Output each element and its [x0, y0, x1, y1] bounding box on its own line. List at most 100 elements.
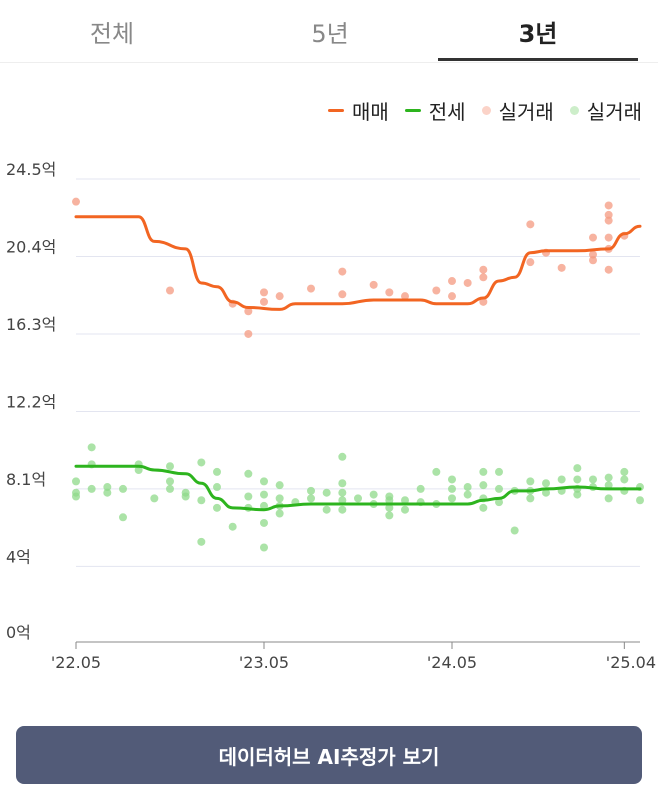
jeonse-transaction-point: [260, 518, 268, 527]
jeonse-transaction-point: [134, 466, 143, 475]
sale-transaction-point: [260, 288, 268, 297]
jeonse-transaction-point: [260, 490, 268, 499]
jeonse-transaction-point: [369, 490, 378, 499]
sale-transaction-point: [463, 278, 472, 287]
sale-transaction-point: [260, 297, 268, 306]
jeonse-transaction-point: [385, 511, 394, 520]
jeonse-transaction-point: [620, 475, 629, 484]
sale-transaction-point: [589, 250, 597, 259]
jeonse-transaction-point: [448, 494, 456, 503]
legend-jeonse: 전세: [404, 96, 466, 125]
jeonse-transaction-point: [557, 475, 566, 484]
jeonse-transaction-point: [72, 477, 80, 486]
jeonse-transaction-point: [463, 483, 472, 492]
jeonse-transaction-point: [244, 469, 253, 478]
legend-sale-transactions-label: 실거래: [498, 100, 554, 124]
sale-transaction-point: [589, 233, 597, 242]
y-tick-label: 8.1억: [6, 470, 46, 489]
sale-transaction-point: [479, 265, 488, 274]
jeonse-transaction-point: [338, 496, 347, 505]
tab-all[interactable]: 전체: [89, 19, 135, 48]
jeonse-transaction-point: [354, 494, 362, 503]
jeonse-transaction-point: [589, 475, 597, 484]
sale-transaction-point: [604, 265, 613, 274]
jeonse-transaction-point: [495, 498, 503, 507]
tab-5-years[interactable]: 5년: [311, 19, 349, 48]
jeonse-transaction-point: [636, 496, 644, 505]
y-tick-label: 20.4억: [6, 237, 56, 256]
jeonse-transaction-point: [307, 494, 315, 503]
jeonse-transaction-point: [150, 494, 159, 503]
jeonse-transaction-point: [542, 488, 550, 497]
jeonse-transaction-point: [87, 443, 96, 452]
jeonse-transaction-point: [228, 522, 237, 531]
sale-transaction-point: [369, 280, 378, 289]
jeonse-transaction-point: [197, 496, 206, 505]
jeonse-dot-swatch: [569, 106, 579, 115]
x-tick-label: '22.05: [51, 653, 101, 670]
jeonse-transaction-point: [338, 505, 347, 514]
jeonse-transaction-point: [197, 458, 206, 467]
x-tick-label: '23.05: [239, 653, 289, 670]
jeonse-transaction-point: [573, 475, 582, 484]
jeonse-transaction-point: [275, 481, 284, 490]
sale-transaction-point: [307, 284, 315, 293]
sale-transaction-point: [385, 288, 394, 297]
jeonse-transaction-point: [275, 509, 284, 518]
sale-price-line: [74, 215, 642, 311]
jeonse-price-line: [74, 464, 642, 512]
sale-transaction-point: [604, 201, 613, 210]
sale-transaction-point: [604, 210, 613, 219]
x-tick-label: '24.05: [427, 653, 477, 670]
jeonse-transaction-point: [448, 484, 456, 493]
sale-line-swatch: [327, 109, 344, 112]
jeonse-transaction-point: [166, 484, 174, 493]
jeonse-transaction-point: [479, 503, 488, 512]
jeonse-transaction-point: [604, 481, 613, 490]
sale-transaction-point: [244, 329, 253, 338]
ai-estimate-button[interactable]: 데이터허브 AI추정가 보기: [16, 726, 642, 784]
chart-legend: 매매 전세 실거래 실거래: [327, 96, 642, 125]
jeonse-transaction-point: [573, 490, 582, 499]
jeonse-transaction-point: [244, 492, 253, 501]
jeonse-transaction-point: [401, 505, 409, 514]
jeonse-transaction-point: [510, 526, 519, 535]
jeonse-transaction-point: [260, 543, 268, 552]
sale-transaction-point: [432, 286, 441, 295]
jeonse-transaction-point: [573, 464, 582, 473]
jeonse-transaction-point: [307, 486, 315, 495]
legend-jeonse-label: 전세: [428, 100, 466, 124]
jeonse-transaction-point: [119, 513, 127, 522]
jeonse-transaction-point: [260, 501, 268, 510]
jeonse-transaction-point: [385, 503, 394, 512]
jeonse-transaction-point: [87, 484, 96, 493]
jeonse-transaction-point: [213, 467, 221, 476]
jeonse-transaction-point: [275, 494, 284, 503]
jeonse-transaction-point: [463, 490, 472, 499]
sale-transaction-point: [166, 286, 174, 295]
jeonse-transaction-point: [604, 494, 613, 503]
sale-transaction-point: [557, 263, 566, 272]
jeonse-transaction-point: [495, 484, 503, 493]
jeonse-transaction-point: [526, 494, 535, 503]
sale-transaction-point: [589, 256, 597, 265]
sale-transaction-point: [275, 292, 284, 301]
sale-transaction-point: [526, 220, 535, 229]
sale-transaction-point: [526, 258, 535, 267]
jeonse-transaction-point: [260, 477, 268, 486]
legend-sale: 매매: [327, 96, 389, 125]
jeonse-transaction-point: [103, 488, 112, 497]
legend-sale-label: 매매: [351, 100, 389, 124]
jeonse-transaction-point: [604, 473, 613, 482]
jeonse-transaction-point: [432, 467, 441, 476]
jeonse-transaction-point: [103, 483, 112, 492]
y-tick-label: 16.3억: [6, 315, 56, 334]
jeonse-transaction-point: [322, 505, 331, 514]
jeonse-transaction-point: [401, 496, 409, 505]
y-tick-label: 0억: [6, 623, 31, 642]
sale-transaction-point: [479, 273, 488, 282]
tab-3-years[interactable]: 3년: [518, 19, 558, 48]
jeonse-transaction-point: [166, 462, 174, 471]
sale-transaction-point: [604, 233, 613, 242]
sale-transaction-point: [604, 216, 613, 225]
